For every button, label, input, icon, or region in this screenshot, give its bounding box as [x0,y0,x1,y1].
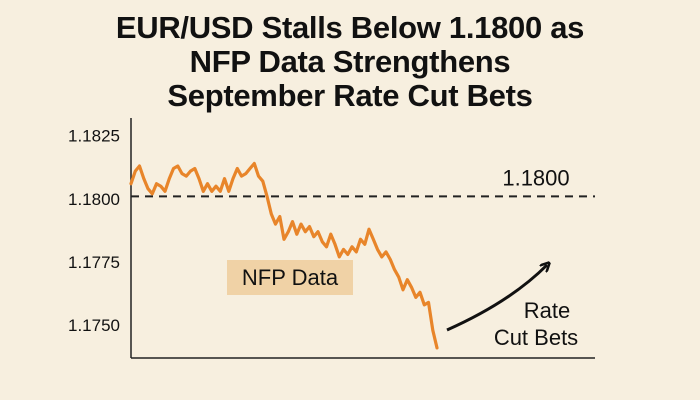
rate-cut-label-line-1: Rate [524,298,570,323]
nfp-data-highlight [227,260,353,295]
chart-title-line-2: NFP Data Strengthens [189,44,511,79]
annotations: NFP Data Rate Cut Bets [227,260,578,350]
nfp-data-label: NFP Data [242,265,339,290]
chart-title-line-1: EUR/USD Stalls Below 1.1800 as [115,10,585,45]
y-tick-label: 1.1775 [68,253,120,272]
chart-title-line-3: September Rate Cut Bets [167,78,533,113]
axes [130,118,595,359]
series-group [129,161,439,350]
rate-cut-label-line-2: Cut Bets [494,325,578,350]
reference-line-group: 1.1800 [131,165,595,198]
y-tick-label: 1.1800 [68,190,120,209]
y-tick-label: 1.1825 [68,127,120,146]
rate-cut-arrow-icon [446,265,547,332]
y-tick-labels: 1.1825 1.1800 1.1775 1.1750 [68,127,120,335]
y-tick-label: 1.1750 [68,316,120,335]
reference-line-label: 1.1800 [502,165,569,190]
series-line [129,161,439,350]
